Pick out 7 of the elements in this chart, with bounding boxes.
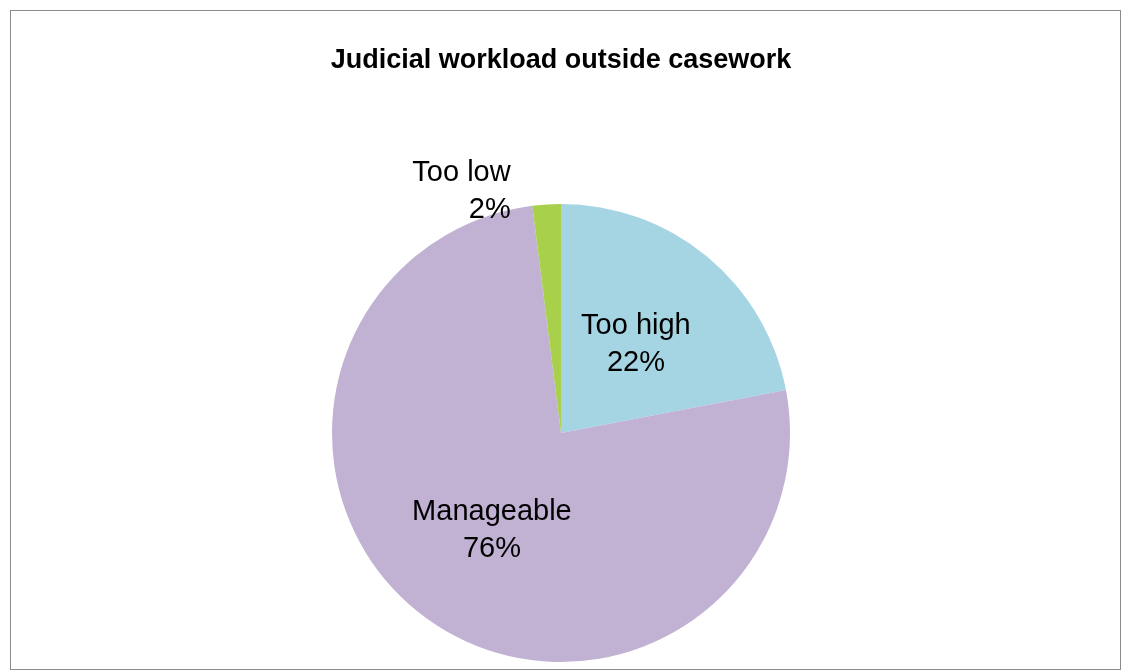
- data-label: 2%: [468, 191, 511, 224]
- data-label: 76%: [462, 530, 521, 563]
- slice-label: Too high: [581, 307, 691, 340]
- chart-title: Judicial workload outside casework: [330, 43, 793, 74]
- slice-label: Too low: [412, 154, 512, 187]
- data-label: 22%: [606, 344, 665, 377]
- slice-label: Manageable: [412, 493, 572, 526]
